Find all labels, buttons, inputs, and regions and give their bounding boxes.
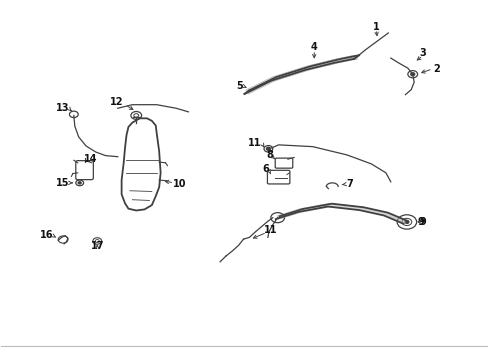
Text: 9: 9 [418, 217, 425, 227]
Circle shape [78, 182, 81, 184]
Text: 13: 13 [56, 103, 70, 113]
Text: 7: 7 [345, 179, 352, 189]
Text: 15: 15 [56, 178, 70, 188]
Text: 9: 9 [417, 217, 424, 227]
Text: 10: 10 [173, 179, 186, 189]
Text: 3: 3 [419, 48, 426, 58]
Text: 16: 16 [40, 230, 54, 239]
Text: 11: 11 [247, 138, 261, 148]
Text: 4: 4 [310, 42, 317, 52]
Text: 6: 6 [262, 164, 268, 174]
Text: 1: 1 [372, 22, 379, 32]
Text: 2: 2 [432, 64, 439, 74]
Text: 17: 17 [90, 241, 104, 251]
Text: 8: 8 [266, 150, 273, 160]
Text: 11: 11 [263, 225, 277, 235]
Text: 5: 5 [236, 81, 243, 91]
Circle shape [266, 147, 270, 150]
Circle shape [410, 73, 414, 76]
Text: 14: 14 [84, 154, 98, 164]
Circle shape [404, 221, 408, 224]
Text: 12: 12 [110, 97, 123, 107]
